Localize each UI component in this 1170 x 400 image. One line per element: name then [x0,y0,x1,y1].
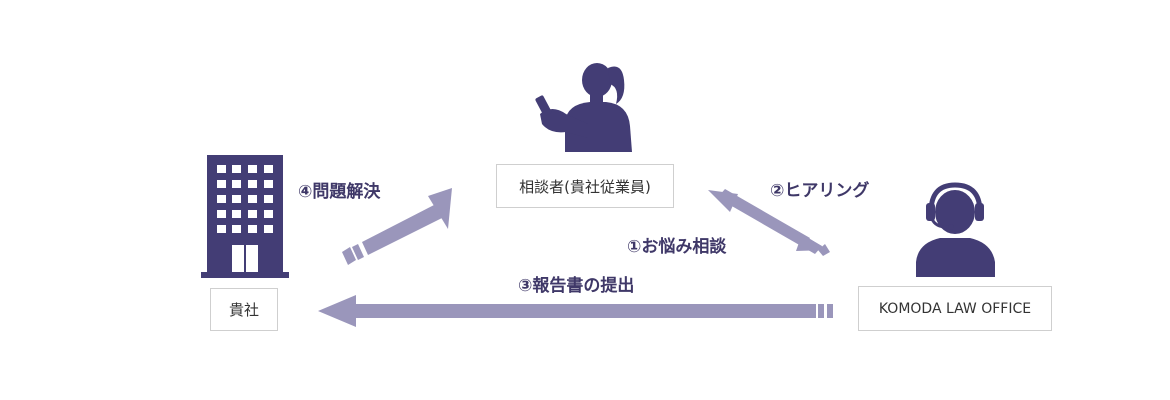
law-office-label-box: KOMODA LAW OFFICE [858,286,1052,331]
consultant-label: 相談者(貴社従業員) [519,177,651,196]
arrow-problem-solved [342,188,452,265]
step-problem-solved-label: ④問題解決 [298,182,381,202]
step-report-label: ③報告書の提出 [518,276,635,296]
step-hearing-label: ②ヒアリング [770,181,870,201]
woman-with-phone-icon [535,63,632,152]
company-label-box: 貴社 [210,288,278,331]
step-consultation-label: ①お悩み相談 [627,237,727,257]
arrow-report [318,295,833,327]
consultant-label-box: 相談者(貴社従業員) [496,164,674,208]
building-icon [201,155,289,278]
arrow-hearing [708,190,830,256]
headset-operator-icon [916,182,995,277]
law-office-label: KOMODA LAW OFFICE [878,300,1032,317]
company-label: 貴社 [228,301,259,319]
